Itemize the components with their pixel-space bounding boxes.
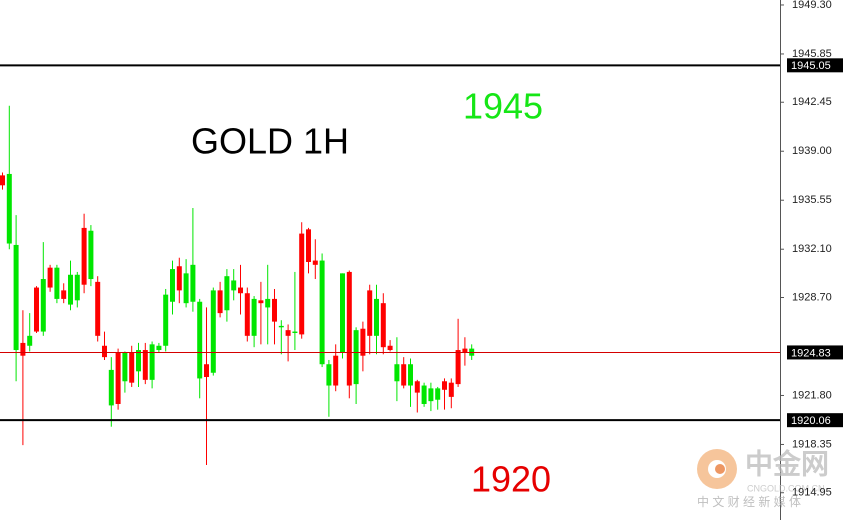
candle-body: [190, 264, 196, 302]
candle-body: [88, 230, 94, 280]
price-level-label: 1945.05: [791, 60, 831, 72]
candle-body: [401, 364, 407, 386]
candle-body: [455, 350, 461, 385]
candle-body: [251, 298, 257, 336]
candle-body: [129, 352, 135, 383]
candle-body: [47, 267, 53, 288]
candle-body: [142, 350, 148, 380]
candle-body: [360, 328, 366, 356]
candle-body: [102, 345, 107, 358]
candle-body: [61, 290, 67, 299]
annotation: 1920: [471, 459, 551, 500]
price-level-box: [787, 345, 843, 360]
candle-body: [299, 233, 305, 335]
candle-body: [54, 267, 60, 299]
y-tick-label: 1921.80: [792, 389, 832, 401]
candle-body: [258, 300, 264, 304]
candle-body: [136, 350, 141, 372]
y-tick-label: 1945.85: [792, 48, 832, 60]
y-tick-label: 1928.70: [792, 291, 832, 303]
annotation: 1945: [463, 86, 543, 127]
candle-body: [414, 381, 420, 393]
candle-body: [210, 290, 216, 373]
candle-body: [421, 385, 427, 404]
candle-body: [367, 290, 373, 336]
y-tick-label: 1918.35: [792, 438, 832, 450]
candle-body: [346, 271, 352, 386]
candle-body: [81, 227, 87, 285]
candle-body: [122, 352, 128, 382]
y-tick-label: 1932.10: [792, 243, 832, 255]
chart-title: GOLD 1H: [191, 121, 349, 162]
candle-body: [374, 298, 379, 336]
candle-body: [183, 273, 189, 304]
candle-body: [149, 344, 155, 380]
candle-body: [462, 348, 468, 353]
candle-body: [353, 330, 359, 385]
candle-body: [306, 229, 311, 262]
y-tick-label: 1942.45: [792, 96, 832, 108]
y-tick-label: 1935.55: [792, 194, 832, 206]
y-tick-label: 1949.30: [792, 0, 832, 11]
candle-body: [408, 364, 413, 386]
price-level-label: 1920.06: [791, 415, 831, 427]
candle-body: [265, 298, 271, 308]
candle-body: [285, 330, 291, 336]
candle-body: [95, 281, 101, 336]
candle-body: [217, 290, 223, 314]
candle-body: [326, 364, 332, 386]
watermark-site: CNGOLD.COM.CN: [747, 483, 825, 493]
candle-body: [34, 287, 39, 332]
candle-body: [224, 276, 230, 311]
candle-body: [6, 173, 12, 244]
candle-body: [0, 175, 5, 186]
candle-body: [340, 273, 345, 353]
watermark-brand: 中金网: [745, 447, 829, 479]
candle-body: [156, 345, 162, 351]
candle-body: [272, 298, 277, 322]
candle-body: [176, 266, 182, 291]
candle-body: [380, 303, 386, 348]
candle-body: [13, 244, 19, 351]
price-level-box: [787, 58, 843, 73]
candle-body: [40, 279, 46, 332]
candle-body: [20, 342, 26, 356]
candle-body: [163, 294, 169, 346]
candle-body: [292, 331, 298, 333]
candle-body: [442, 381, 447, 390]
candle-body: [115, 352, 121, 404]
candle-body: [319, 260, 325, 365]
candle-body: [278, 325, 284, 328]
watermark-slogan: 中 文 财 经 新 媒 体: [697, 494, 801, 509]
candle-body: [428, 388, 434, 402]
candle-body: [333, 355, 339, 386]
candle-body: [387, 345, 393, 351]
price-level-label: 1924.83: [791, 347, 831, 359]
candle-body: [68, 274, 73, 305]
candle-body: [244, 293, 250, 336]
y-tick-label: 1939.00: [792, 145, 832, 157]
candle-body: [394, 364, 400, 382]
y-tick-label: 1914.95: [792, 487, 832, 499]
price-level-box: [787, 413, 843, 428]
watermark-logo: [715, 464, 725, 474]
candle-body: [27, 335, 33, 346]
candle-body: [108, 369, 114, 406]
candle-body: [231, 280, 237, 291]
candle-body: [170, 269, 175, 302]
candle-body: [204, 364, 209, 378]
candle-body: [238, 287, 243, 294]
candle-body: [448, 382, 454, 397]
candle-body: [197, 301, 203, 379]
watermark: 中金网 CNGOLD.COM.CN 中 文 财 经 新 媒 体: [697, 447, 829, 509]
candle-body: [312, 260, 318, 265]
candle-body: [435, 388, 441, 400]
candle-body: [74, 274, 80, 301]
